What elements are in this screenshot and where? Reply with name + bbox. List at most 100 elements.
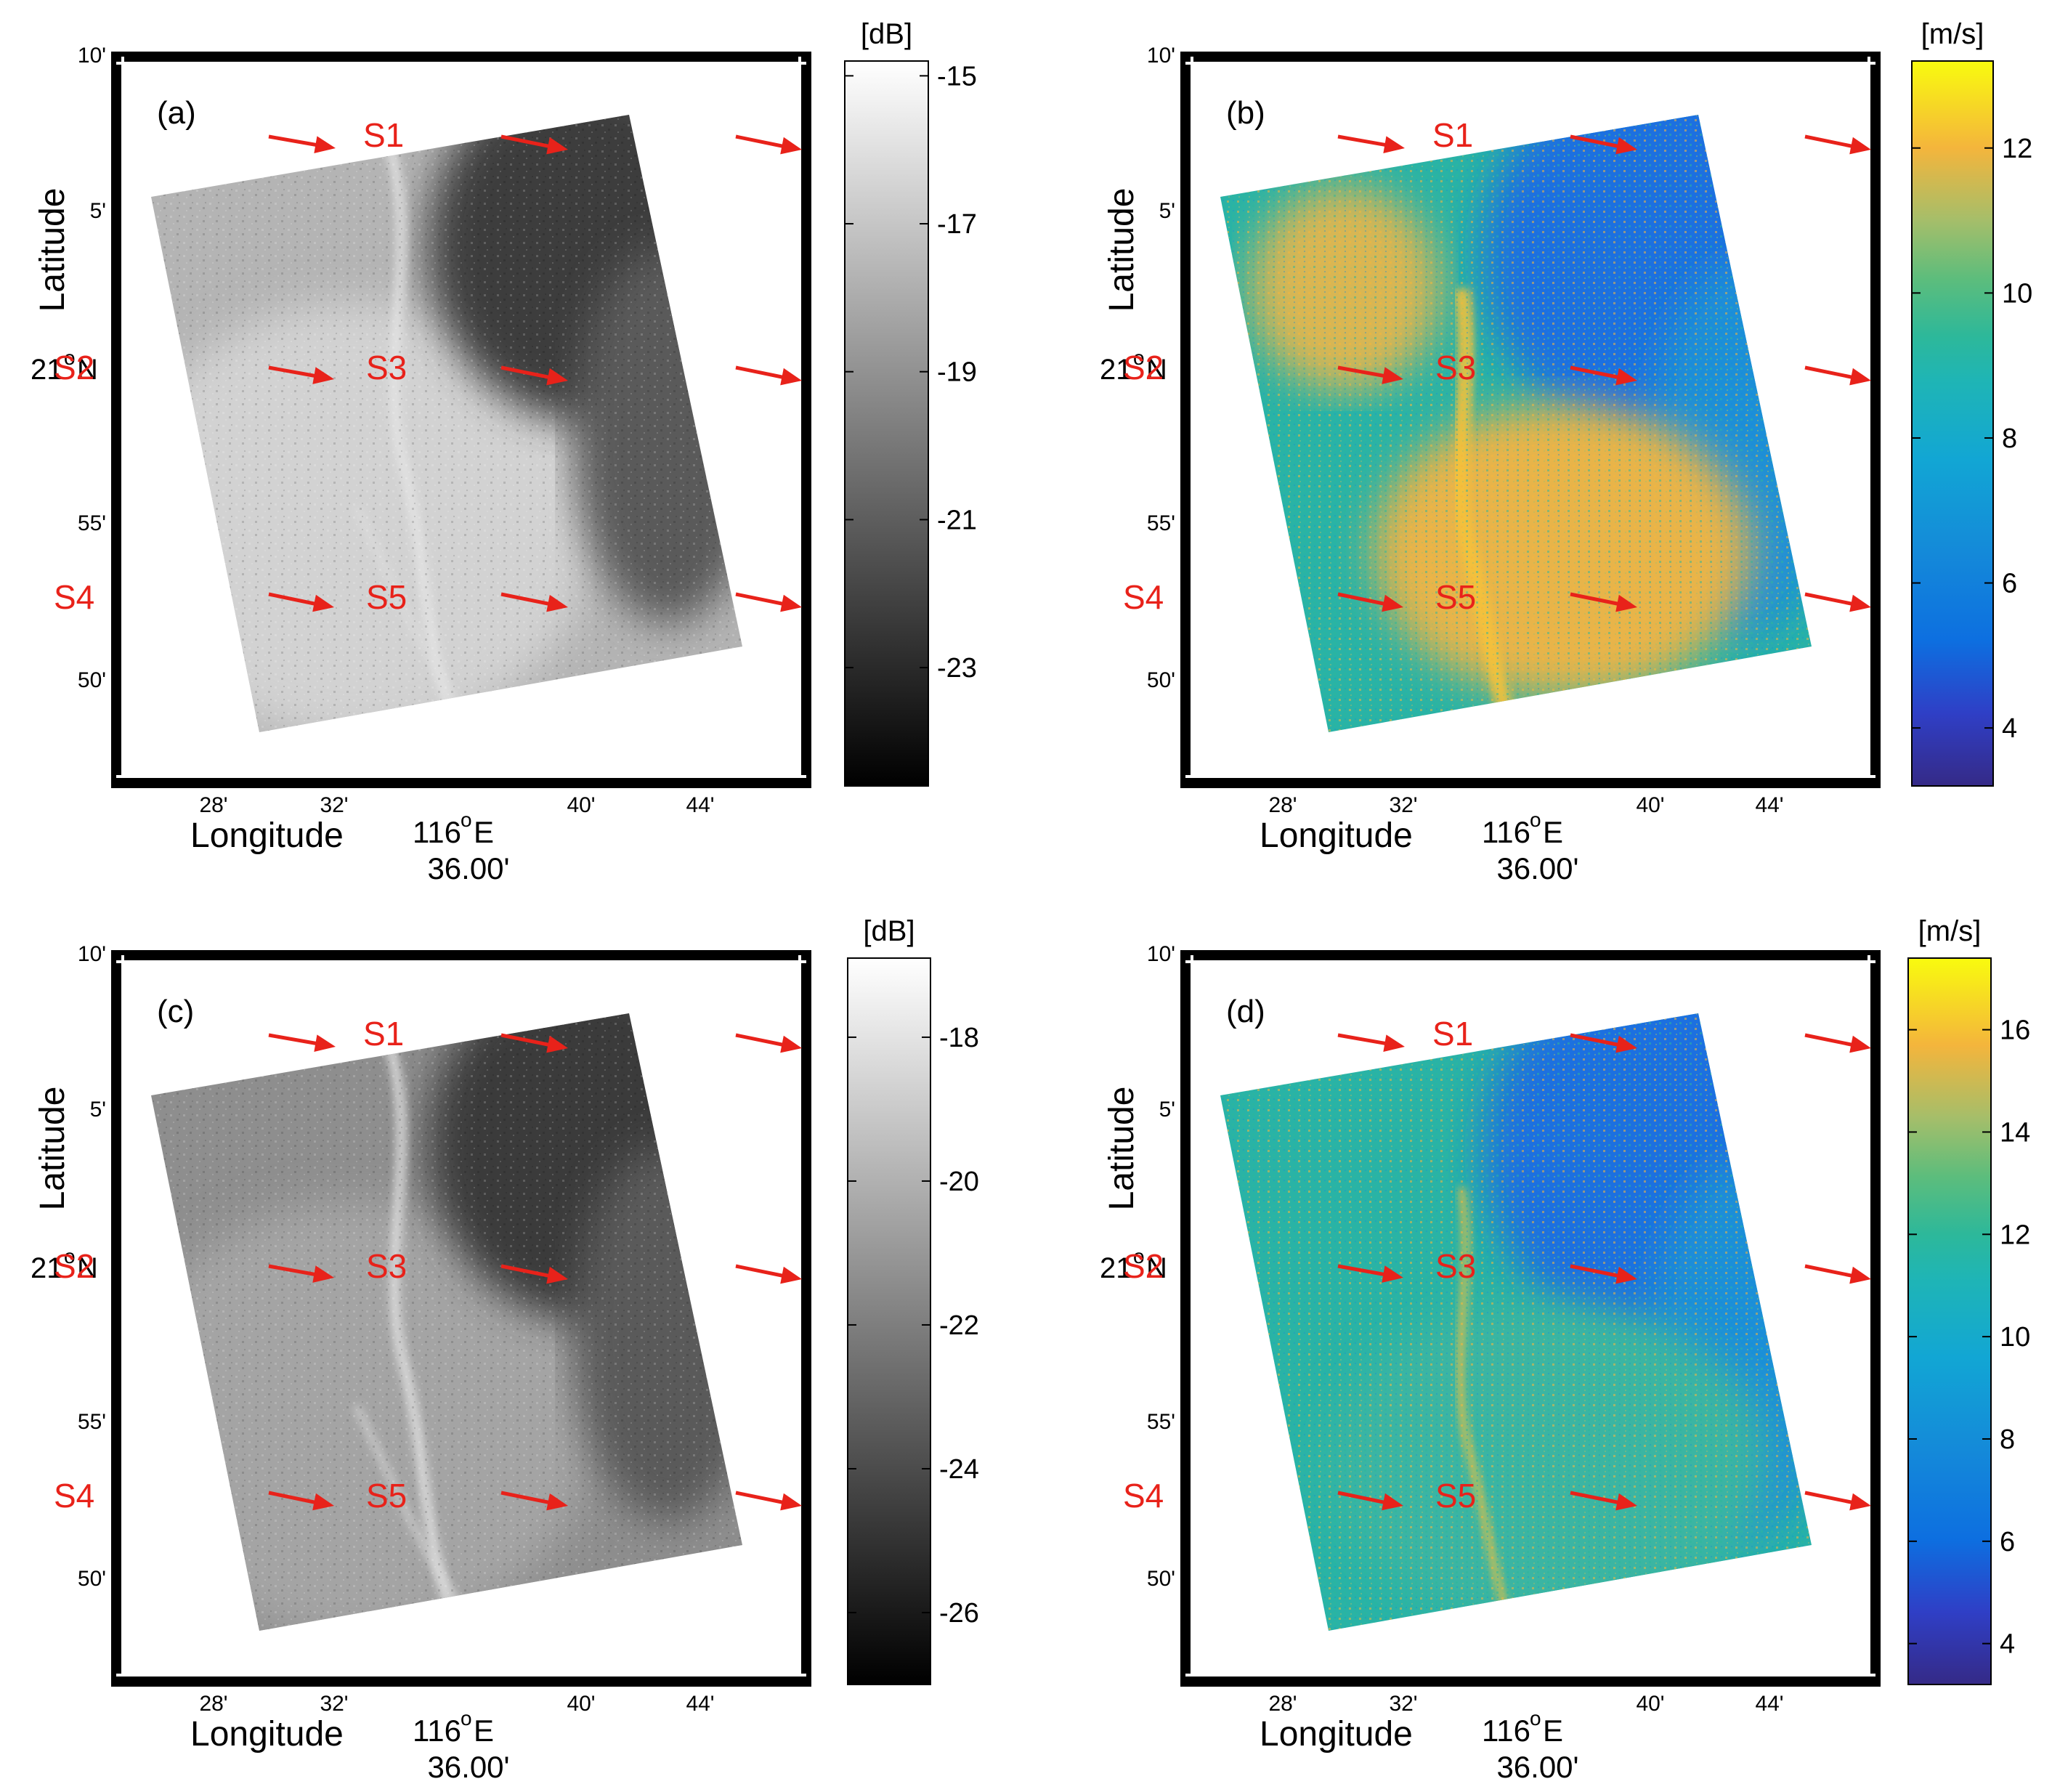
arrow-head [314, 136, 336, 154]
colorbar-tick-label: 6 [2000, 1527, 2015, 1557]
arrow-head [546, 1266, 568, 1284]
y-tick-label: 55' [1147, 1410, 1175, 1434]
colorbar-tick-label: -24 [939, 1454, 979, 1485]
lon-hemisphere: E [474, 815, 494, 849]
colorbar-tick-label: -23 [937, 653, 977, 684]
station-label: S3 [1435, 349, 1476, 386]
arrow-head [1849, 594, 1871, 612]
station-label: S5 [366, 1477, 407, 1515]
arrow [500, 1491, 568, 1511]
station-label: S2 [1123, 349, 1164, 386]
arrow [1337, 1491, 1403, 1511]
y-tick-label: 5' [90, 199, 106, 223]
station-label: S1 [1432, 1015, 1473, 1053]
panel-label: (d) [1226, 994, 1265, 1029]
lon-minutes-label: 36.00' [427, 1750, 509, 1784]
arrow-shaft [1570, 1491, 1625, 1506]
arrow [735, 365, 802, 386]
arrow [1804, 134, 1871, 155]
colorbar-tick-label: -15 [937, 61, 977, 92]
map-frame [1180, 950, 1881, 1687]
arrow-head [780, 1035, 802, 1053]
arrow-head [312, 1265, 334, 1283]
arrow-shaft [500, 1033, 556, 1048]
arrow-head [314, 1034, 336, 1053]
arrow [1337, 134, 1405, 154]
panel-label: (a) [157, 95, 196, 131]
lat-hemisphere: N [77, 1252, 98, 1284]
arrow-head [1615, 594, 1637, 612]
x-tick-label: 40' [1636, 1692, 1664, 1716]
arrow-shaft [1570, 365, 1625, 381]
arrow-shaft [268, 365, 322, 379]
arrow-shaft [268, 1033, 323, 1047]
arrow [500, 592, 568, 612]
colorbar-tick-label: 10 [2000, 1322, 2030, 1353]
arrow-head [1849, 1493, 1871, 1511]
arrow-head [780, 368, 802, 386]
colorbar-tick-label: -20 [939, 1167, 979, 1197]
arrow-head [1615, 1266, 1637, 1284]
arrow [735, 1033, 802, 1053]
arrow-shaft [1570, 1033, 1625, 1048]
arrow-head [1849, 137, 1871, 155]
lon-hemisphere: E [474, 1714, 494, 1748]
arrow-shaft [1570, 592, 1625, 607]
arrow [268, 592, 334, 612]
arrow-shaft [735, 134, 790, 150]
arrow-head [546, 137, 568, 155]
colorbar-tick-label: 8 [2002, 423, 2017, 454]
arrow-shaft [268, 1491, 322, 1506]
colorbar-tick-label: -19 [937, 357, 977, 388]
arrow [1570, 1033, 1637, 1053]
x-tick-label: 40' [567, 1692, 595, 1716]
arrow-head [546, 1035, 568, 1053]
arrow-shaft [1804, 1033, 1859, 1048]
arrow [500, 365, 568, 386]
x-axis-title: Longitude [1260, 816, 1413, 855]
lat-hemisphere: N [1146, 354, 1167, 386]
arrow [500, 1264, 568, 1284]
y-tick-label: 5' [1159, 1098, 1175, 1122]
lat-degree-label: 21 [1100, 354, 1132, 386]
arrow [500, 134, 568, 155]
arrow [1804, 592, 1871, 612]
colorbar-gradient [847, 957, 931, 1685]
lat-hemisphere: N [1146, 1252, 1167, 1284]
arrow-shaft [1804, 1264, 1859, 1279]
arrow [1570, 134, 1637, 155]
arrow-head [546, 1493, 568, 1511]
arrow [1337, 1033, 1405, 1053]
colorbar-tick-label: -26 [939, 1598, 979, 1629]
lon-hemisphere: E [1543, 815, 1563, 849]
lat-degree-label: 21 [31, 1252, 63, 1284]
colorbar-tick-label: 6 [2002, 569, 2017, 599]
speckle-texture [151, 1013, 742, 1631]
arrow-head [312, 1493, 334, 1511]
station-label: S3 [1435, 1247, 1476, 1285]
lon-degree-symbol: o [1530, 1707, 1541, 1730]
arrow-shaft [1337, 1033, 1392, 1047]
colorbar-tick-label: 8 [2000, 1424, 2015, 1455]
arrow-shaft [1804, 365, 1859, 381]
colorbar-tick-label: -18 [939, 1023, 979, 1053]
y-axis-title: Latitude [33, 1087, 72, 1211]
arrow [1337, 592, 1403, 612]
lat-degree-symbol: o [1133, 346, 1145, 369]
arrow [268, 1264, 334, 1283]
arrow-head [780, 594, 802, 612]
lon-minutes-label: 36.00' [1496, 851, 1578, 885]
arrow-shaft [1337, 134, 1392, 148]
y-axis-title: Latitude [33, 188, 72, 312]
arrow [1570, 365, 1637, 386]
arrow-head [780, 1266, 802, 1284]
lon-hemisphere: E [1543, 1714, 1563, 1748]
arrow [1804, 365, 1871, 386]
station-label: S2 [54, 349, 94, 386]
lon-degree-symbol: o [1530, 808, 1541, 831]
panel-label: (b) [1226, 95, 1265, 131]
arrow [735, 592, 802, 612]
colorbar-unit: [dB] [863, 915, 915, 947]
